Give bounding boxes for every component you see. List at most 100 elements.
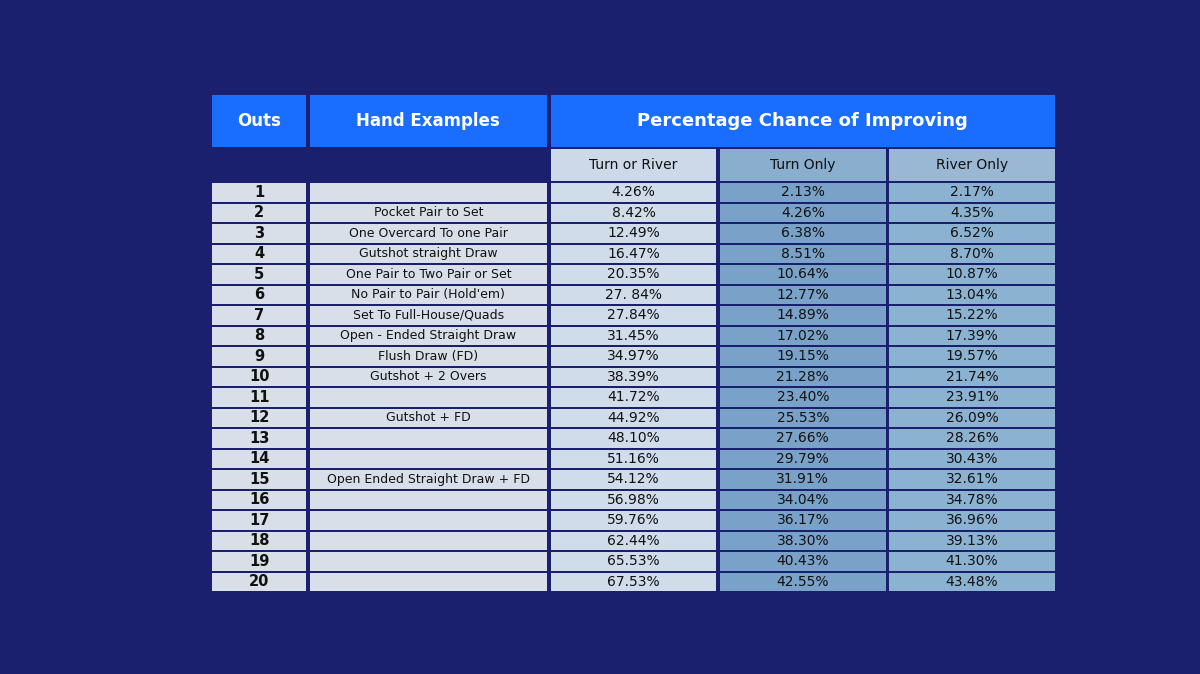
Text: 26.09%: 26.09% <box>946 411 998 425</box>
Text: 10: 10 <box>248 369 269 384</box>
FancyBboxPatch shape <box>889 150 1055 181</box>
FancyBboxPatch shape <box>889 367 1055 386</box>
Text: 4.35%: 4.35% <box>950 206 994 220</box>
Text: 11: 11 <box>248 390 269 405</box>
Text: 21.74%: 21.74% <box>946 370 998 384</box>
Text: 5: 5 <box>254 267 264 282</box>
Text: One Overcard To one Pair: One Overcard To one Pair <box>349 227 508 240</box>
FancyBboxPatch shape <box>212 532 306 550</box>
Text: 17: 17 <box>248 513 269 528</box>
FancyBboxPatch shape <box>889 183 1055 202</box>
FancyBboxPatch shape <box>720 408 886 427</box>
FancyBboxPatch shape <box>720 245 886 263</box>
FancyBboxPatch shape <box>720 511 886 530</box>
FancyBboxPatch shape <box>889 306 1055 325</box>
FancyBboxPatch shape <box>551 347 716 365</box>
FancyBboxPatch shape <box>551 286 716 304</box>
Text: 15: 15 <box>248 472 269 487</box>
FancyBboxPatch shape <box>212 286 306 304</box>
Text: Outs: Outs <box>238 112 281 130</box>
Text: 8.51%: 8.51% <box>781 247 824 261</box>
Text: 4.26%: 4.26% <box>612 185 655 200</box>
FancyBboxPatch shape <box>889 450 1055 468</box>
FancyBboxPatch shape <box>720 150 886 181</box>
Text: 2.13%: 2.13% <box>781 185 824 200</box>
FancyBboxPatch shape <box>310 367 547 386</box>
FancyBboxPatch shape <box>310 204 547 222</box>
Text: 20: 20 <box>248 574 269 589</box>
FancyBboxPatch shape <box>310 286 547 304</box>
FancyBboxPatch shape <box>551 511 716 530</box>
FancyBboxPatch shape <box>889 347 1055 365</box>
Text: Open - Ended Straight Draw: Open - Ended Straight Draw <box>341 330 516 342</box>
Text: 27.66%: 27.66% <box>776 431 829 446</box>
Text: 40.43%: 40.43% <box>776 554 829 568</box>
FancyBboxPatch shape <box>889 511 1055 530</box>
Text: River Only: River Only <box>936 158 1008 173</box>
FancyBboxPatch shape <box>889 429 1055 448</box>
FancyBboxPatch shape <box>720 491 886 509</box>
Text: 6.52%: 6.52% <box>950 226 994 241</box>
FancyBboxPatch shape <box>551 204 716 222</box>
Text: Pocket Pair to Set: Pocket Pair to Set <box>373 206 484 219</box>
FancyBboxPatch shape <box>889 204 1055 222</box>
Text: 3: 3 <box>254 226 264 241</box>
FancyBboxPatch shape <box>212 367 306 386</box>
Text: 30.43%: 30.43% <box>946 452 998 466</box>
FancyBboxPatch shape <box>551 470 716 489</box>
FancyBboxPatch shape <box>551 552 716 570</box>
FancyBboxPatch shape <box>720 204 886 222</box>
FancyBboxPatch shape <box>310 408 547 427</box>
Text: 38.30%: 38.30% <box>776 534 829 548</box>
Text: 28.26%: 28.26% <box>946 431 998 446</box>
FancyBboxPatch shape <box>720 306 886 325</box>
Text: 59.76%: 59.76% <box>607 514 660 527</box>
Text: 42.55%: 42.55% <box>776 575 829 589</box>
Text: 23.91%: 23.91% <box>946 390 998 404</box>
FancyBboxPatch shape <box>212 470 306 489</box>
Text: 34.97%: 34.97% <box>607 349 660 363</box>
Text: 8.42%: 8.42% <box>612 206 655 220</box>
FancyBboxPatch shape <box>720 532 886 550</box>
FancyBboxPatch shape <box>551 327 716 345</box>
FancyBboxPatch shape <box>889 286 1055 304</box>
FancyBboxPatch shape <box>551 367 716 386</box>
Text: 38.39%: 38.39% <box>607 370 660 384</box>
FancyBboxPatch shape <box>720 265 886 284</box>
Text: 4.26%: 4.26% <box>781 206 824 220</box>
FancyBboxPatch shape <box>310 265 547 284</box>
FancyBboxPatch shape <box>551 95 1055 148</box>
Text: 15.22%: 15.22% <box>946 308 998 322</box>
Text: Percentage Chance of Improving: Percentage Chance of Improving <box>637 112 968 130</box>
FancyBboxPatch shape <box>551 306 716 325</box>
Text: No Pair to Pair (Hold'em): No Pair to Pair (Hold'em) <box>352 288 505 301</box>
FancyBboxPatch shape <box>551 265 716 284</box>
Text: 12.49%: 12.49% <box>607 226 660 241</box>
FancyBboxPatch shape <box>720 573 886 591</box>
FancyBboxPatch shape <box>310 183 547 202</box>
FancyBboxPatch shape <box>551 150 716 181</box>
Text: 17.39%: 17.39% <box>946 329 998 343</box>
Text: Turn Only: Turn Only <box>770 158 835 173</box>
FancyBboxPatch shape <box>551 183 716 202</box>
Text: 8.70%: 8.70% <box>950 247 994 261</box>
Text: 65.53%: 65.53% <box>607 554 660 568</box>
Text: 41.72%: 41.72% <box>607 390 660 404</box>
FancyBboxPatch shape <box>889 327 1055 345</box>
Text: Open Ended Straight Draw + FD: Open Ended Straight Draw + FD <box>326 473 530 486</box>
Text: 41.30%: 41.30% <box>946 554 998 568</box>
FancyBboxPatch shape <box>889 573 1055 591</box>
Text: 67.53%: 67.53% <box>607 575 660 589</box>
FancyBboxPatch shape <box>889 532 1055 550</box>
Text: 48.10%: 48.10% <box>607 431 660 446</box>
FancyBboxPatch shape <box>212 552 306 570</box>
Text: 17.02%: 17.02% <box>776 329 829 343</box>
FancyBboxPatch shape <box>212 450 306 468</box>
Text: 9: 9 <box>254 349 264 364</box>
FancyBboxPatch shape <box>720 470 886 489</box>
FancyBboxPatch shape <box>551 245 716 263</box>
Text: 19.57%: 19.57% <box>946 349 998 363</box>
FancyBboxPatch shape <box>310 511 547 530</box>
FancyBboxPatch shape <box>551 408 716 427</box>
Text: 23.40%: 23.40% <box>776 390 829 404</box>
